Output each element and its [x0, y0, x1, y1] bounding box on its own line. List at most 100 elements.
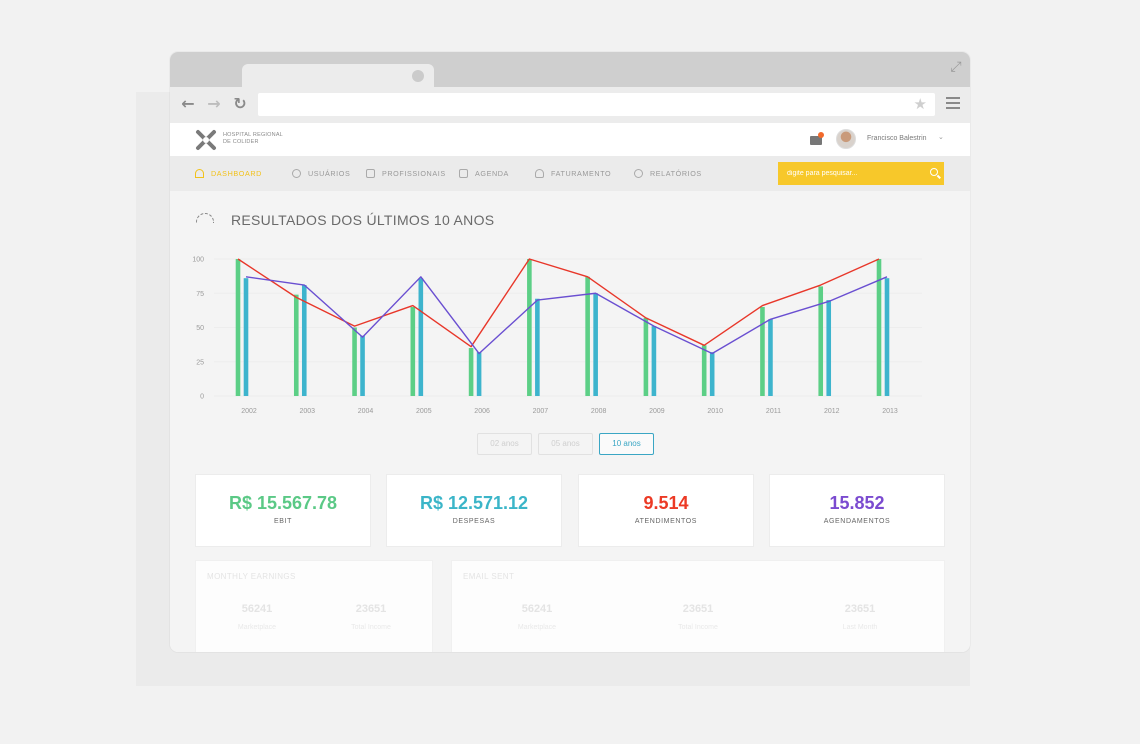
chart-bar: [709, 352, 715, 396]
hospital-logo-icon[interactable]: [195, 129, 217, 151]
stat-card-despesas: R$ 12.571.12 DESPESAS: [387, 475, 561, 546]
x-tick-label: 2006: [474, 408, 490, 415]
y-tick-label: 0: [200, 394, 204, 401]
x-tick-label: 2007: [533, 408, 549, 415]
email-sent-card: EMAIL SENT 56241 Marketplace 23651 Total…: [452, 561, 944, 652]
hand-icon: [366, 169, 375, 178]
stat-label: ATENDIMENTOS: [634, 518, 698, 525]
nav-item-profissionais[interactable]: PROFISSIONAIS: [366, 169, 446, 178]
calendar-icon: [459, 169, 468, 178]
x-tick-label: 2011: [766, 408, 781, 415]
search-box: [778, 162, 944, 185]
fullscreen-icon[interactable]: ⤢: [950, 59, 962, 75]
reload-icon[interactable]: ↻: [233, 94, 247, 113]
stat-value: 9.514: [643, 493, 689, 513]
chevron-down-icon[interactable]: ⌄: [938, 133, 944, 141]
browser-window: ⤢ ← → ↻ ★ HOSPITAL REGIONAL DE COLIDER F…: [170, 52, 970, 652]
pie-chart-icon: [634, 169, 643, 178]
app-header: HOSPITAL REGIONAL DE COLIDER Francisco B…: [170, 123, 970, 156]
bookmark-star-icon[interactable]: ★: [913, 95, 927, 113]
back-arrow-icon[interactable]: ←: [181, 94, 195, 113]
search-icon[interactable]: [930, 168, 938, 176]
nav-item-faturamento[interactable]: FATURAMENTO: [535, 169, 611, 178]
nav-label: RELATÓRIOS: [650, 169, 702, 178]
chart-bar: [701, 345, 707, 396]
chart-bar: [535, 298, 540, 396]
user-name[interactable]: Francisco Balestrin: [867, 135, 927, 142]
menu-icon[interactable]: [946, 97, 960, 112]
notification-dot: [818, 132, 824, 138]
nav-item-relatorios[interactable]: RELATÓRIOS: [634, 169, 702, 178]
range-button-2-years[interactable]: 02 anos: [477, 433, 532, 455]
x-tick-label: 2008: [591, 408, 607, 415]
nav-item-agenda[interactable]: AGENDA: [459, 169, 509, 178]
nav-label: DASHBOARD: [211, 169, 262, 178]
hospital-name-line-1: HOSPITAL REGIONAL: [223, 132, 283, 138]
stat-card-ebit: R$ 15.567.78 EBIT: [196, 475, 370, 546]
card-label: Last Month: [842, 624, 878, 631]
chart-bar: [301, 285, 307, 396]
section-title: RESULTADOS DOS ÚLTIMOS 10 ANOS: [231, 212, 495, 228]
user-icon: [292, 169, 301, 178]
search-input[interactable]: [778, 162, 924, 185]
chart-series-line: [237, 258, 880, 348]
dashboard-content: RESULTADOS DOS ÚLTIMOS 10 ANOS 0 25 50 75 10…: [170, 191, 970, 652]
nav-label: FATURAMENTO: [551, 169, 612, 178]
y-tick-label: 100: [192, 257, 204, 264]
card-label: Marketplace: [237, 624, 277, 631]
x-tick-label: 2010: [707, 408, 723, 415]
gauge-icon: [195, 169, 204, 178]
chart-bar: [585, 276, 590, 396]
chart-bar: [293, 294, 299, 396]
card-label: Total Income: [351, 624, 391, 631]
card-value: 56241: [521, 603, 553, 615]
chart-bar: [651, 326, 657, 396]
card-value: 23651: [355, 603, 387, 615]
range-button-10-years[interactable]: 10 anos: [599, 433, 654, 455]
address-bar[interactable]: ★: [258, 93, 935, 116]
forward-arrow-icon[interactable]: →: [207, 94, 221, 113]
mail-icon[interactable]: [810, 136, 822, 145]
x-tick-label: 2002: [241, 408, 257, 415]
hospital-name-line-2: DE COLIDER: [223, 139, 259, 145]
x-tick-label: 2009: [649, 408, 665, 415]
chart-bar: [826, 300, 832, 396]
chart-bar: [418, 278, 424, 396]
nav-item-usuarios[interactable]: USUÁRIOS: [292, 169, 350, 178]
chart-bar: [468, 348, 474, 396]
chart-bar: [235, 259, 241, 396]
card-value: 23651: [682, 603, 714, 615]
x-tick-label: 2012: [824, 408, 840, 415]
stat-value: R$ 12.571.12: [419, 493, 529, 513]
chart-bar: [818, 286, 824, 396]
browser-toolbar: ← → ↻ ★: [170, 87, 970, 123]
stat-value: R$ 15.567.78: [228, 493, 338, 513]
stat-card-agendamentos: 15.852 AGENDAMENTOS: [770, 475, 944, 546]
stat-label: DESPESAS: [452, 518, 496, 525]
y-tick-label: 25: [196, 359, 204, 366]
results-chart: 0 25 50 75 100 2002 2003 2004 2005 2006 2007 2008 20…: [192, 257, 922, 415]
chart-series-line: [245, 276, 888, 355]
hospital-name: HOSPITAL REGIONAL DE COLIDER: [223, 132, 283, 146]
x-tick-label: 2004: [358, 408, 374, 415]
chart-bar: [884, 278, 890, 396]
monthly-earnings-card: MONTHLY EARNINGS 56241 Marketplace 23651…: [196, 561, 432, 652]
user-avatar[interactable]: [836, 129, 856, 149]
nav-item-dashboard[interactable]: DASHBOARD: [195, 169, 262, 178]
y-tick-label: 50: [196, 325, 204, 332]
stat-card-atendimentos: 9.514 ATENDIMENTOS: [579, 475, 753, 546]
x-tick-label: 2003: [299, 408, 315, 415]
x-tick-label: 2013: [882, 408, 898, 415]
card-title: MONTHLY EARNINGS: [207, 572, 296, 581]
tab-close-dot-icon[interactable]: [412, 70, 424, 82]
chart-bar: [476, 352, 482, 396]
range-button-5-years[interactable]: 05 anos: [538, 433, 593, 455]
card-value: 23651: [844, 603, 876, 615]
nav-label: USUÁRIOS: [308, 169, 351, 178]
y-tick-label: 75: [196, 291, 204, 298]
chart-bar: [410, 306, 416, 396]
chart-bar: [352, 327, 357, 396]
browser-tab[interactable]: [242, 64, 434, 88]
main-nav: DASHBOARD USUÁRIOS PROFISSIONAIS AGENDA …: [170, 156, 970, 191]
chart-bar: [760, 306, 765, 396]
